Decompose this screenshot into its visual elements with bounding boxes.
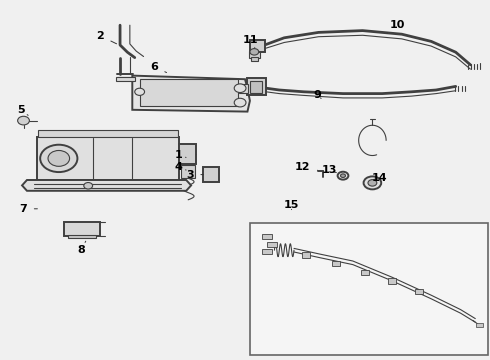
Text: 8: 8 <box>77 241 86 255</box>
Polygon shape <box>132 76 250 112</box>
Bar <box>239 84 248 93</box>
Bar <box>179 144 196 164</box>
Text: 11: 11 <box>243 35 259 48</box>
Bar <box>332 261 340 266</box>
Bar <box>388 278 396 284</box>
Text: 15: 15 <box>284 200 299 210</box>
Bar <box>64 222 100 236</box>
Circle shape <box>368 180 377 186</box>
Text: 10: 10 <box>387 20 405 33</box>
Bar <box>181 165 195 178</box>
Bar <box>262 234 272 239</box>
Text: 4: 4 <box>175 162 186 172</box>
Bar <box>302 252 310 258</box>
Circle shape <box>234 98 246 107</box>
Text: 5: 5 <box>17 105 28 115</box>
Text: 12: 12 <box>295 162 318 172</box>
Bar <box>250 223 488 355</box>
Circle shape <box>18 116 29 125</box>
Text: 1: 1 <box>175 150 186 160</box>
Circle shape <box>364 176 381 189</box>
Bar <box>247 78 266 95</box>
Text: 13: 13 <box>321 165 337 175</box>
Text: 7: 7 <box>20 204 37 214</box>
Bar <box>267 242 277 247</box>
Circle shape <box>338 172 348 180</box>
Circle shape <box>48 150 70 166</box>
Circle shape <box>234 84 246 93</box>
Text: 6: 6 <box>150 62 167 73</box>
Bar <box>476 323 483 327</box>
Polygon shape <box>22 180 191 191</box>
Bar <box>250 81 262 93</box>
Bar <box>361 270 369 275</box>
Text: 2: 2 <box>97 31 117 44</box>
Bar <box>249 51 260 58</box>
Bar <box>251 57 258 61</box>
Circle shape <box>40 145 77 172</box>
Bar <box>203 167 219 182</box>
Bar <box>140 79 238 106</box>
Circle shape <box>135 88 145 95</box>
Bar <box>262 249 272 254</box>
Circle shape <box>84 183 93 189</box>
Text: 14: 14 <box>372 173 388 183</box>
Text: 9: 9 <box>313 90 321 100</box>
Polygon shape <box>37 137 179 180</box>
Text: 3: 3 <box>186 170 203 180</box>
Bar <box>415 289 423 294</box>
Bar <box>68 235 96 238</box>
Bar <box>116 77 135 81</box>
Circle shape <box>341 174 345 177</box>
Bar <box>250 40 265 52</box>
Circle shape <box>250 49 259 55</box>
Bar <box>38 130 178 137</box>
